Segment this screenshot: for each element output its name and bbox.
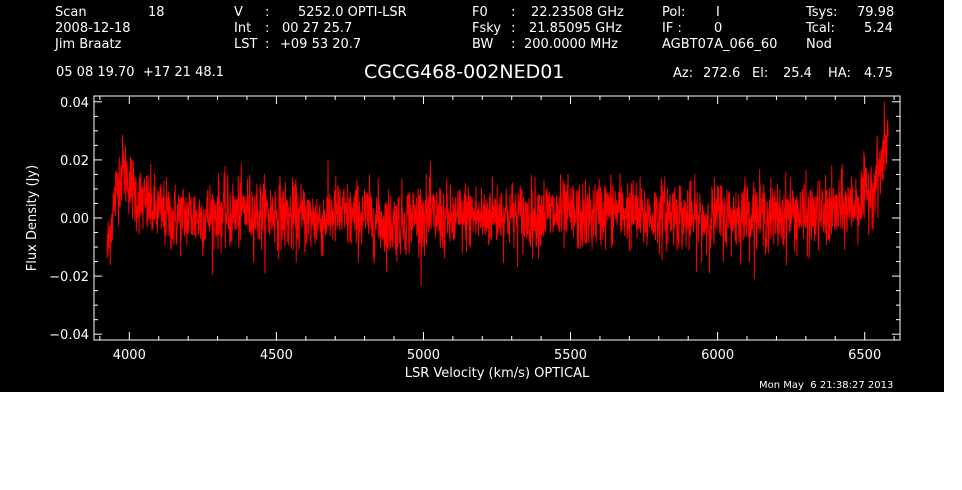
lst-value: +09 53 20.7 [280, 37, 362, 52]
azimuth-value: 272.6 [703, 66, 741, 81]
observation-date: 2008-12-18 [55, 21, 131, 36]
project-id: AGBT07A_066_60 [662, 37, 778, 52]
y-axis: −0.04 −0.02 0.00 0.02 0.04 [49, 96, 900, 343]
x-tick-label: 5000 [407, 348, 440, 363]
velocity-label: V [234, 5, 243, 20]
integration-label: Int [234, 21, 252, 36]
scan-label: Scan [55, 5, 87, 20]
integration-sep: : [265, 21, 270, 36]
y-tick-label: 0.00 [60, 212, 89, 227]
observing-mode: Nod [806, 37, 832, 52]
lst-sep: : [265, 37, 270, 52]
velocity-value: 5252.0 OPTI-LSR [298, 5, 407, 20]
sky-frequency-sep: : [511, 21, 516, 36]
y-tick-label: −0.04 [49, 328, 89, 343]
scan-value: 18 [148, 5, 165, 20]
if-label: IF : [662, 21, 682, 36]
x-axis: 4000 4500 5000 5500 6000 6500 [99, 96, 895, 363]
observer-name: Jim Braatz [55, 37, 122, 52]
elevation-value: 25.4 [783, 66, 812, 81]
x-tick-label: 6500 [848, 348, 881, 363]
spectrum-trace-layer [106, 101, 889, 286]
integration-value: 00 27 25.7 [282, 21, 353, 36]
if-value: 0 [714, 21, 723, 36]
bandwidth-value: 200.0000 MHz [524, 37, 618, 52]
source-coordinates: 05 08 19.70 +17 21 48.1 [56, 65, 225, 80]
polarization-value: I [716, 5, 720, 20]
x-tick-label: 4500 [260, 348, 293, 363]
rest-frequency-label: F0 [472, 5, 488, 20]
tcal-label: Tcal: [806, 21, 835, 36]
y-tick-label: −0.02 [49, 270, 89, 285]
x-tick-label: 6000 [701, 348, 734, 363]
y-tick-label: 0.02 [60, 154, 89, 169]
polarization-label: Pol: [662, 5, 686, 20]
bandwidth-sep: : [511, 37, 516, 52]
lst-label: LST [234, 37, 258, 52]
sky-frequency-value: 21.85095 GHz [529, 21, 622, 36]
tsys-value: 79.98 [857, 5, 895, 20]
spectrum-chart: 4000 4500 5000 5500 6000 6500 −0.04 −0.02 0.00 0… [25, 95, 901, 381]
hour-angle-value: 4.75 [864, 66, 893, 81]
velocity-sep: : [265, 5, 270, 20]
y-tick-label: 0.04 [60, 96, 89, 111]
plot-timestamp: Mon May 6 21:38:27 2013 [759, 380, 894, 391]
sky-frequency-label: Fsky [472, 21, 502, 36]
rest-frequency-value: 22.23508 GHz [531, 5, 624, 20]
azimuth-label: Az: [673, 66, 694, 81]
x-axis-title: LSR Velocity (km/s) OPTICAL [405, 366, 590, 381]
source-name: CGCG468-002NED01 [364, 61, 565, 83]
tsys-label: Tsys: [806, 5, 838, 20]
x-tick-label: 5500 [554, 348, 587, 363]
spectrum-trace [106, 101, 889, 286]
elevation-label: El: [752, 66, 769, 81]
bandwidth-label: BW [472, 37, 494, 52]
rest-frequency-sep: : [511, 5, 516, 20]
y-axis-title: Flux Density (Jy) [25, 165, 40, 271]
tcal-value: 5.24 [864, 21, 893, 36]
x-tick-label: 4000 [113, 348, 146, 363]
hour-angle-label: HA: [828, 66, 851, 81]
